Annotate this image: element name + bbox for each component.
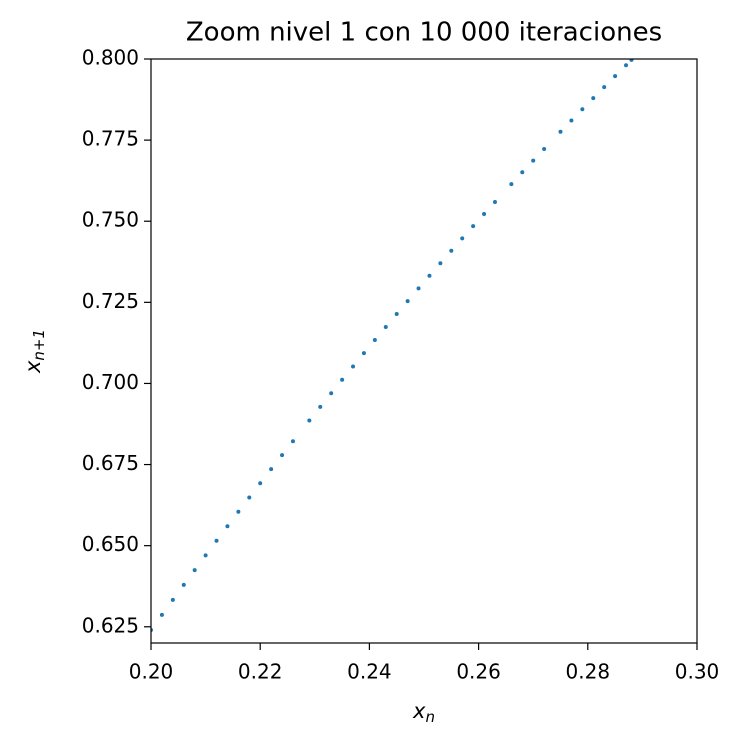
x-tick-label: 0.24 bbox=[347, 660, 392, 684]
x-tick-label: 0.30 bbox=[675, 660, 720, 684]
x-tick-label: 0.28 bbox=[566, 660, 611, 684]
y-tick-label: 0.675 bbox=[82, 451, 139, 475]
point bbox=[394, 312, 399, 317]
point bbox=[159, 612, 164, 617]
point bbox=[558, 129, 563, 134]
point bbox=[482, 211, 487, 216]
y-label-subscript: n+1 bbox=[30, 329, 48, 361]
y-tick-label: 0.725 bbox=[82, 289, 139, 313]
point bbox=[351, 364, 356, 369]
point bbox=[416, 286, 421, 291]
x-tick-label: 0.26 bbox=[456, 660, 501, 684]
point bbox=[203, 553, 208, 558]
point bbox=[247, 495, 252, 500]
y-tick-label: 0.625 bbox=[82, 613, 139, 637]
point bbox=[372, 338, 377, 343]
point bbox=[258, 481, 263, 486]
x-tick-label: 0.20 bbox=[129, 660, 174, 684]
chart-title: Zoom nivel 1 con 10 000 iteraciones bbox=[186, 18, 662, 48]
point bbox=[591, 96, 596, 101]
y-tick-label: 0.700 bbox=[82, 370, 139, 394]
point bbox=[460, 236, 465, 241]
point bbox=[602, 85, 607, 90]
point bbox=[307, 418, 312, 423]
point bbox=[269, 467, 274, 472]
point bbox=[361, 351, 366, 356]
point bbox=[225, 524, 230, 529]
point bbox=[509, 182, 514, 187]
point bbox=[531, 158, 536, 163]
y-tick-label: 0.750 bbox=[82, 208, 139, 232]
point bbox=[236, 509, 241, 514]
point bbox=[492, 199, 497, 204]
point bbox=[629, 59, 634, 62]
point bbox=[383, 324, 388, 329]
x-axis-label: xn bbox=[412, 699, 435, 726]
point bbox=[280, 453, 285, 458]
y-label-base: x bbox=[21, 360, 45, 374]
point bbox=[613, 74, 618, 79]
point bbox=[405, 299, 410, 304]
point bbox=[340, 377, 345, 382]
point bbox=[181, 582, 186, 587]
plot-frame bbox=[150, 58, 698, 644]
point bbox=[192, 568, 197, 573]
point bbox=[170, 597, 175, 602]
point bbox=[542, 147, 547, 152]
point bbox=[471, 224, 476, 229]
y-tick-label: 0.650 bbox=[82, 532, 139, 556]
point bbox=[290, 439, 295, 444]
points bbox=[151, 59, 634, 633]
point bbox=[318, 404, 323, 409]
y-tick-label: 0.800 bbox=[82, 46, 139, 70]
point bbox=[438, 261, 443, 266]
y-axis-label: xn+1 bbox=[21, 329, 48, 374]
y-tick-label: 0.775 bbox=[82, 127, 139, 151]
point bbox=[214, 538, 219, 543]
x-tick-label: 0.22 bbox=[238, 660, 283, 684]
point bbox=[449, 248, 454, 253]
point bbox=[569, 118, 574, 123]
x-label-subscript: n bbox=[425, 708, 435, 726]
point bbox=[580, 107, 585, 112]
point bbox=[329, 391, 334, 396]
x-label-base: x bbox=[412, 699, 426, 723]
point bbox=[427, 273, 432, 278]
point bbox=[520, 170, 525, 175]
point bbox=[624, 63, 629, 68]
